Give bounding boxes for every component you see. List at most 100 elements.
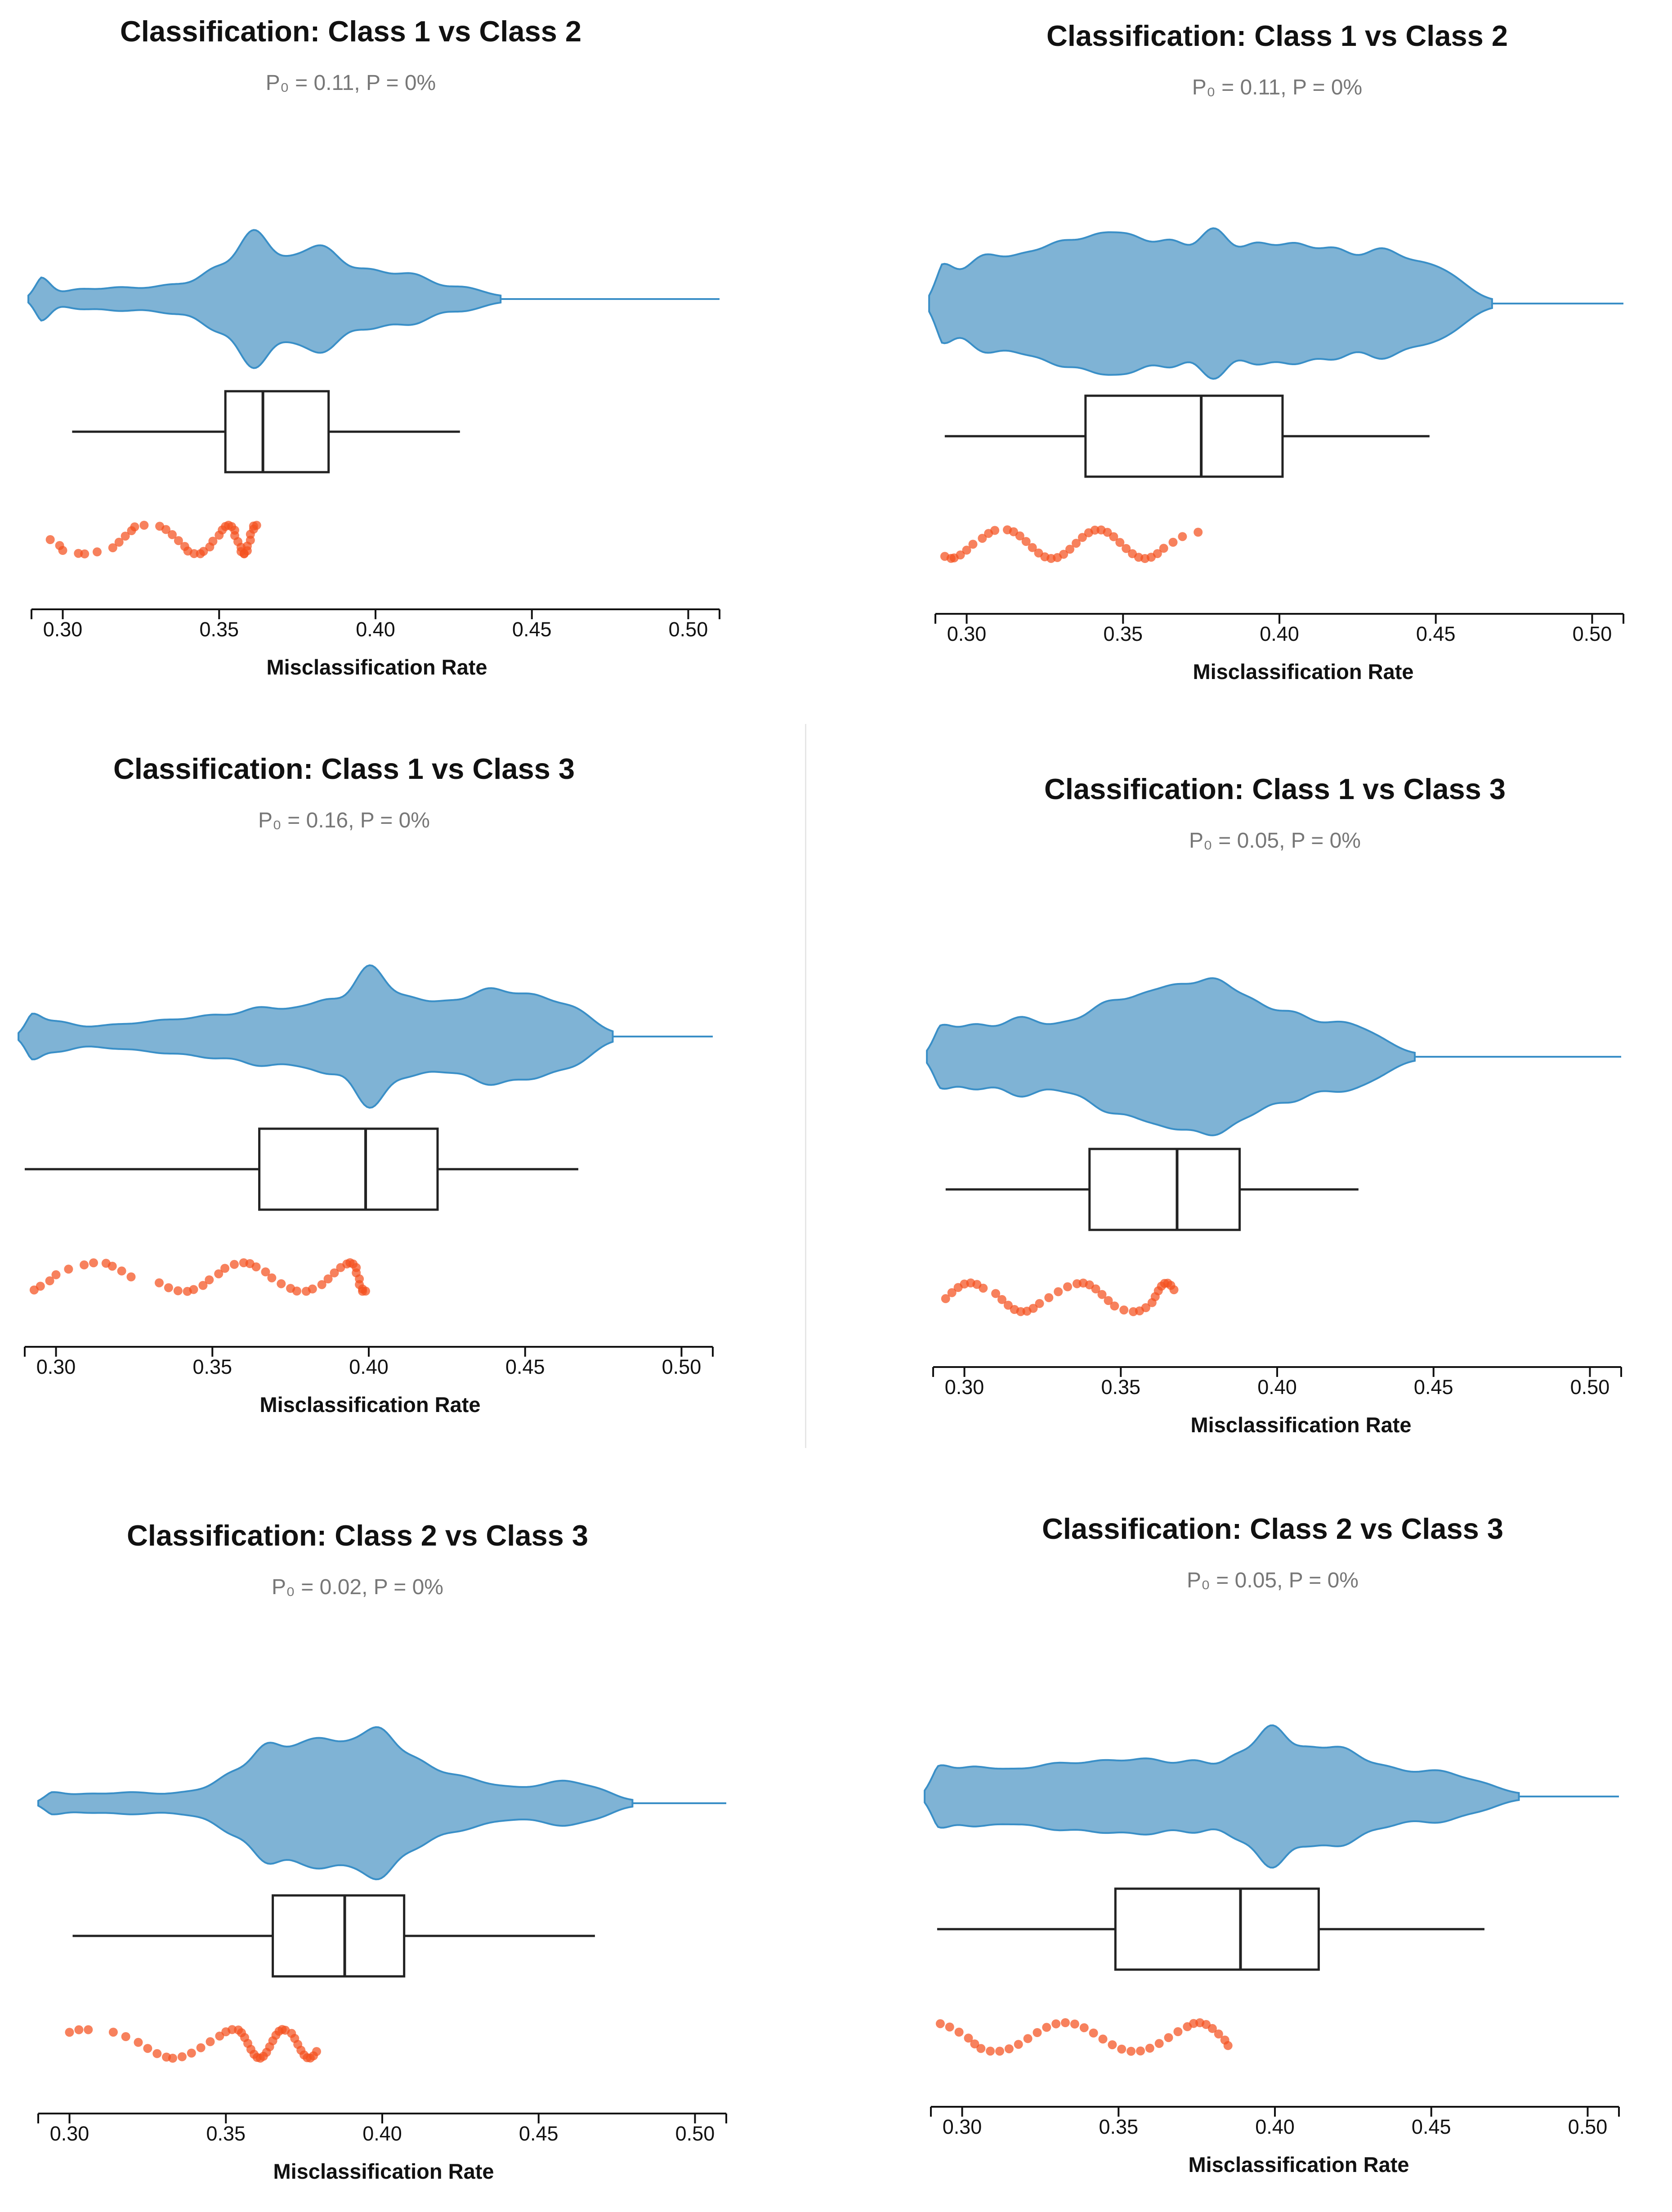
data-point (177, 2052, 187, 2061)
data-point (956, 550, 965, 560)
box-plot (937, 1887, 1484, 1971)
data-point (117, 1266, 126, 1276)
x-tick-label: 0.45 (519, 2122, 559, 2145)
data-point (1077, 533, 1087, 542)
chart-panel-3: Classification: Class 1 vs Class 3 P₀ = … (0, 737, 758, 1457)
data-point (1021, 537, 1031, 546)
data-point (995, 2047, 1004, 2056)
data-point (36, 1282, 45, 1291)
x-tick-label: 0.35 (1099, 2115, 1138, 2138)
data-point (1023, 2034, 1033, 2043)
chart-svg: Classification: Class 1 vs Class 3 P₀ = … (18, 752, 714, 1417)
data-point (121, 532, 130, 541)
data-point (198, 1281, 208, 1290)
data-point (143, 2044, 152, 2053)
data-point (261, 1267, 270, 1277)
data-point (323, 1274, 333, 1283)
data-point (80, 1260, 89, 1269)
data-point (1119, 1305, 1129, 1315)
data-point (986, 2047, 995, 2056)
data-point (65, 2028, 74, 2037)
x-tick-label: 0.50 (1570, 1376, 1610, 1399)
chart-title: Classification: Class 2 vs Class 3 (127, 1519, 588, 1552)
data-point (230, 1260, 239, 1269)
x-tick-label: 0.50 (1573, 622, 1612, 645)
x-tick-label: 0.40 (1260, 622, 1299, 645)
data-point (947, 1288, 957, 1297)
data-point (51, 1270, 61, 1279)
x-tick-label: 0.50 (669, 618, 708, 641)
chart-subtitle: P₀ = 0.11, P = 0% (266, 71, 436, 95)
data-point (220, 1264, 230, 1273)
x-tick-label: 0.40 (1255, 2115, 1295, 2138)
data-point (64, 1265, 73, 1274)
data-point (1090, 525, 1100, 535)
data-point (962, 545, 971, 555)
x-tick-label: 0.35 (1101, 1376, 1140, 1399)
data-point (1145, 2043, 1154, 2053)
data-point (292, 1287, 301, 1296)
data-point (152, 2049, 162, 2058)
data-point (1044, 1293, 1054, 1302)
x-tick-label: 0.40 (349, 1355, 389, 1378)
x-tick-label: 0.45 (1416, 622, 1456, 645)
data-point (1033, 2028, 1042, 2037)
data-point (93, 547, 102, 557)
data-point (139, 521, 149, 530)
data-point (1054, 1287, 1063, 1296)
data-point (121, 2032, 130, 2041)
box-iqr (1088, 1148, 1241, 1231)
data-point (1173, 2027, 1183, 2036)
violin-plot (928, 227, 1623, 380)
data-point (1004, 2044, 1014, 2054)
data-point (58, 546, 67, 555)
data-point (108, 543, 117, 553)
data-point (361, 1287, 370, 1296)
data-point (1089, 2029, 1098, 2038)
data-point (164, 1283, 173, 1292)
x-axis: 0.30 0.35 0.40 0.45 0.50 (24, 1346, 714, 1378)
violin-shape (18, 964, 614, 1109)
box-iqr (1114, 1887, 1320, 1971)
x-axis-label: Misclassification Rate (1190, 1413, 1411, 1437)
strip-points (935, 2018, 1233, 2056)
data-point (964, 2033, 973, 2043)
data-point (161, 525, 170, 534)
violin-plot (18, 964, 713, 1109)
data-point (978, 534, 987, 543)
data-point (1127, 2047, 1136, 2056)
chart-title: Classification: Class 1 vs Class 2 (1046, 19, 1508, 52)
data-point (997, 1295, 1006, 1304)
chart-subtitle: P₀ = 0.05, P = 0% (1187, 1569, 1359, 1592)
violin-shape (926, 977, 1416, 1136)
data-point (1103, 527, 1112, 537)
chart-panel-6: Classification: Class 2 vs Class 3 P₀ = … (899, 1497, 1664, 2212)
data-point (1072, 539, 1081, 548)
chart-title: Classification: Class 1 vs Class 3 (1044, 773, 1506, 805)
data-point (1051, 2019, 1061, 2029)
data-point (205, 1275, 214, 1285)
data-point (1070, 2020, 1079, 2029)
data-point (1015, 531, 1024, 541)
data-point (214, 1269, 224, 1278)
data-point (308, 1284, 317, 1294)
data-point (1141, 1303, 1150, 1312)
chart-panel-5: Classification: Class 2 vs Class 3 P₀ = … (7, 1504, 771, 2212)
data-point (189, 1285, 198, 1294)
x-tick-label: 0.35 (206, 2122, 246, 2145)
data-point (1014, 2040, 1023, 2049)
x-tick-label: 0.45 (512, 618, 552, 641)
data-point (130, 522, 139, 532)
violin-shape (27, 229, 502, 369)
data-point (84, 2025, 93, 2034)
data-point (1115, 538, 1125, 547)
x-axis-label: Misclassification Rate (1188, 2153, 1409, 2176)
data-point (979, 1283, 988, 1293)
data-point (1164, 2033, 1173, 2042)
x-axis: 0.30 0.35 0.40 0.45 0.50 (37, 2113, 727, 2145)
data-point (1136, 2046, 1145, 2056)
data-point (935, 2019, 945, 2029)
data-point (45, 1276, 54, 1286)
chart-title: Classification: Class 1 vs Class 3 (113, 752, 575, 785)
data-point (1097, 1290, 1107, 1299)
